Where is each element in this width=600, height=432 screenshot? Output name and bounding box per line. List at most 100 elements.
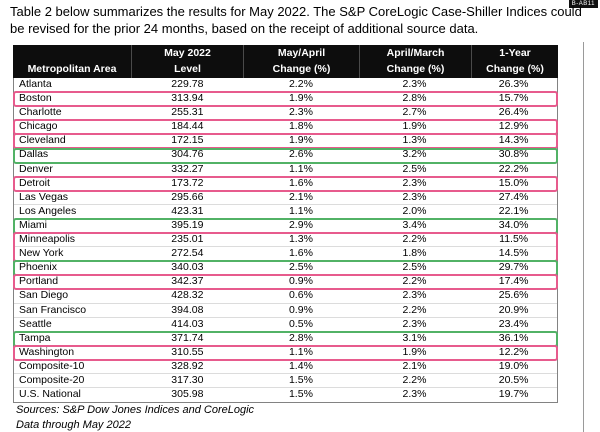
cell-level: 342.37 <box>171 275 204 288</box>
cell-may_april: 0.9% <box>288 303 313 316</box>
cell-level: 328.92 <box>171 359 204 372</box>
intro-text: Table 2 below summarizes the results for… <box>10 4 582 36</box>
cell-may_april: 1.6% <box>288 247 313 260</box>
cell-one_year: 30.8% <box>498 148 529 161</box>
cell-area: New York <box>19 247 64 260</box>
table-row: Atlanta 229.78 2.2% 2.3% 26.3% <box>14 78 557 93</box>
column-header-line1: 1-Year <box>499 47 531 59</box>
cell-level: 394.08 <box>171 303 204 316</box>
cell-area: Cleveland <box>19 134 66 147</box>
cell-april_march: 2.5% <box>402 162 427 175</box>
cell-april_march: 2.3% <box>402 78 427 90</box>
cell-one_year: 23.4% <box>498 317 529 330</box>
table-row: Washington 310.55 1.1% 1.9% 12.2% <box>14 346 557 360</box>
cell-area: Charlotte <box>19 106 62 119</box>
cell-one_year: 14.3% <box>498 134 529 147</box>
table-row: New York 272.54 1.6% 1.8% 14.5% <box>14 247 557 262</box>
cell-one_year: 27.4% <box>498 190 529 203</box>
column-header-line1: April/March <box>386 47 445 59</box>
column-header-line2: Change (%) <box>486 63 544 75</box>
cell-one_year: 26.4% <box>498 106 529 119</box>
cell-one_year: 15.0% <box>498 176 529 189</box>
cell-area: Composite-20 <box>19 373 85 386</box>
table-row: Boston 313.94 1.9% 2.8% 15.7% <box>14 92 557 107</box>
cell-level: 371.74 <box>171 331 204 344</box>
table-row: Detroit 173.72 1.6% 2.3% 15.0% <box>14 177 557 191</box>
cell-april_march: 2.0% <box>402 204 427 217</box>
column-header-may_april: May/April Change (%) <box>243 45 359 78</box>
table-row: Tampa 371.74 2.8% 3.1% 36.1% <box>14 332 557 346</box>
cell-level: 295.66 <box>171 190 204 203</box>
cell-april_march: 3.2% <box>402 148 427 161</box>
cell-level: 423.31 <box>171 204 204 217</box>
table-row: Cleveland 172.15 1.9% 1.3% 14.3% <box>14 134 557 149</box>
cell-level: 255.31 <box>171 106 204 119</box>
cell-level: 310.55 <box>171 345 204 358</box>
cell-april_march: 2.2% <box>402 373 427 386</box>
cell-may_april: 2.3% <box>288 106 313 119</box>
table-row: Phoenix 340.03 2.5% 2.5% 29.7% <box>14 261 557 276</box>
cell-level: 172.15 <box>171 134 204 147</box>
cell-april_march: 2.8% <box>402 92 427 105</box>
table-row: Miami 395.19 2.9% 3.4% 34.0% <box>14 218 557 234</box>
cell-one_year: 34.0% <box>498 218 529 231</box>
table-row: Denver 332.27 1.1% 2.5% 22.2% <box>14 163 557 177</box>
column-header-area: Metropolitan Area <box>13 45 131 78</box>
cell-may_april: 1.4% <box>288 359 313 372</box>
cell-april_march: 2.2% <box>402 303 427 316</box>
sources-note: Sources: S&P Dow Jones Indices and CoreL… <box>16 404 255 416</box>
cell-area: Dallas <box>19 148 49 161</box>
cell-may_april: 2.9% <box>288 218 313 231</box>
cell-may_april: 2.5% <box>288 261 313 274</box>
cell-may_april: 1.3% <box>288 233 313 246</box>
table-row: Chicago 184.44 1.8% 1.9% 12.9% <box>14 120 557 135</box>
table-row: San Diego 428.32 0.6% 2.3% 25.6% <box>14 289 557 304</box>
cell-area: Las Vegas <box>19 190 69 203</box>
cell-april_march: 2.3% <box>402 176 427 189</box>
cell-one_year: 22.2% <box>498 162 529 175</box>
cell-one_year: 12.9% <box>498 120 529 133</box>
cell-may_april: 2.8% <box>288 331 313 344</box>
cell-one_year: 15.7% <box>498 92 529 105</box>
table-row: Los Angeles 423.31 1.1% 2.0% 22.1% <box>14 205 557 219</box>
cell-one_year: 22.1% <box>498 204 529 217</box>
cell-level: 428.32 <box>171 289 204 302</box>
table-row: U.S. National 305.98 1.5% 2.3% 19.7% <box>14 388 557 402</box>
cell-may_april: 2.1% <box>288 190 313 203</box>
cell-area: Minneapolis <box>19 233 76 246</box>
cell-may_april: 1.6% <box>288 176 313 189</box>
cell-area: Boston <box>19 92 52 105</box>
cell-area: U.S. National <box>19 388 81 401</box>
table-row: Seattle 414.03 0.5% 2.3% 23.4% <box>14 318 557 332</box>
cell-one_year: 36.1% <box>498 331 529 344</box>
column-header-line1: May 2022 <box>164 47 211 59</box>
cell-may_april: 1.8% <box>288 120 313 133</box>
cell-level: 272.54 <box>171 247 204 260</box>
cell-area: San Francisco <box>19 303 87 316</box>
column-header-level: May 2022 Level <box>131 45 243 78</box>
cell-april_march: 1.9% <box>402 120 427 133</box>
cell-area: San Diego <box>19 289 69 302</box>
cell-level: 229.78 <box>171 78 204 90</box>
cell-level: 340.03 <box>171 261 204 274</box>
cell-area: Seattle <box>19 317 52 330</box>
table-row: Minneapolis 235.01 1.3% 2.2% 11.5% <box>14 233 557 248</box>
cell-may_april: 2.2% <box>288 78 313 90</box>
cell-april_march: 2.3% <box>402 190 427 203</box>
cell-may_april: 0.5% <box>288 317 313 330</box>
table-row: Portland 342.37 0.9% 2.2% 17.4% <box>14 275 557 290</box>
column-header-line2: Change (%) <box>386 63 445 75</box>
cell-level: 317.30 <box>171 373 204 386</box>
cell-area: Chicago <box>19 120 58 133</box>
cell-one_year: 11.5% <box>499 233 529 246</box>
case-shiller-table: Metropolitan Area May 2022 Level May/April C… <box>13 45 558 404</box>
cell-level: 395.19 <box>171 218 204 231</box>
cell-april_march: 3.4% <box>402 218 427 231</box>
column-header-april_march: April/March Change (%) <box>359 45 471 78</box>
column-header-line1: May/April <box>277 47 326 59</box>
cell-level: 235.01 <box>171 233 204 246</box>
cell-level: 304.76 <box>171 148 204 161</box>
cell-area: Composite-10 <box>19 359 85 372</box>
table-row: Composite-20 317.30 1.5% 2.2% 20.5% <box>14 373 557 389</box>
